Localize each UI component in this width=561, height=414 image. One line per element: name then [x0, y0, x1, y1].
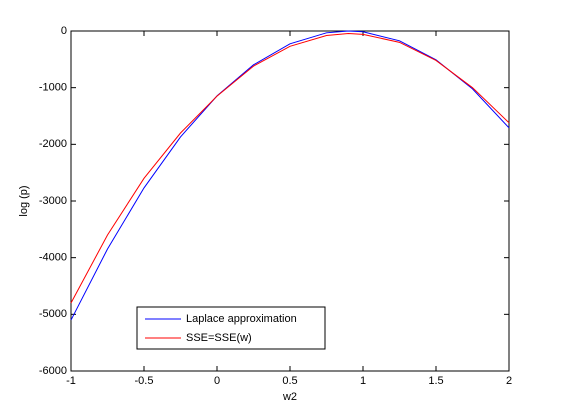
y-tick-label: 0	[61, 25, 67, 37]
x-tick-label: -0.5	[135, 375, 154, 387]
x-tick-label: 1.5	[428, 375, 443, 387]
x-tick-label: 0	[214, 375, 220, 387]
x-tick-label: -1	[66, 375, 76, 387]
y-tick-label: -5000	[39, 308, 67, 320]
legend-label: Laplace approximation	[186, 313, 297, 325]
x-tick-label: 0.5	[282, 375, 297, 387]
x-tick-label: 2	[506, 375, 512, 387]
series-line	[70, 33, 510, 304]
y-tick-label: -1000	[39, 82, 67, 94]
x-tick-label: 1	[360, 375, 366, 387]
series-line	[70, 30, 510, 321]
y-tick-label: -6000	[39, 365, 67, 377]
y-axis-label: log (p)	[18, 185, 30, 216]
y-tick-label: -3000	[39, 195, 67, 207]
x-axis-label: w2	[282, 391, 297, 403]
y-tick-label: -4000	[39, 252, 67, 264]
legend-label: SSE=SSE(w)	[186, 332, 252, 344]
y-tick-label: -2000	[39, 138, 67, 150]
legend-box	[136, 306, 326, 350]
